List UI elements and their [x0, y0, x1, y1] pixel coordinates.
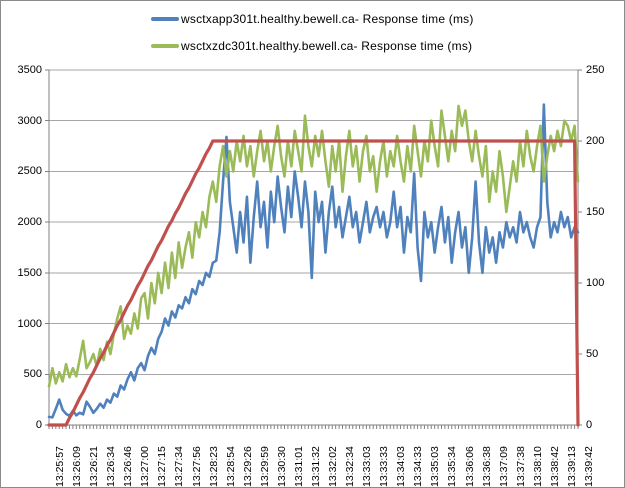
y-axis-label-left: 500 — [23, 368, 42, 380]
y-axis-label-right: 0 — [586, 419, 593, 431]
x-axis-label: 13:32:02 — [327, 446, 339, 487]
x-axis-label: 13:39:42 — [583, 446, 595, 487]
series-line-1 — [47, 104, 580, 388]
y-axis-label-right: 50 — [586, 348, 599, 360]
x-axis-label: 13:31:01 — [293, 446, 305, 487]
x-axis-label: 13:29:59 — [259, 446, 271, 487]
y-axis-label-left: 3500 — [17, 64, 42, 76]
x-axis-label: 13:26:21 — [88, 446, 100, 487]
y-axis-label-right: 200 — [586, 135, 605, 147]
y-axis-label-left: 1500 — [17, 267, 42, 279]
x-axis-label: 13:27:34 — [173, 446, 185, 487]
y-axis-label-right: 250 — [586, 64, 605, 76]
x-axis-label: 13:37:09 — [498, 446, 510, 487]
x-axis-label: 13:30:30 — [276, 446, 288, 487]
x-axis-label: 13:33:03 — [361, 446, 373, 487]
x-axis-label: 13:27:15 — [156, 446, 168, 487]
x-axis-label: 13:31:32 — [310, 446, 322, 487]
series-line-0 — [47, 103, 580, 419]
legend-entry-wsctxzdc301t: wsctxzdc301t.healthy.bewell.ca- Response… — [151, 39, 472, 53]
y-axis-label-left: 2500 — [17, 165, 42, 177]
x-axis-label: 13:27:56 — [191, 446, 203, 487]
x-axis-label: 13:26:34 — [105, 446, 117, 487]
x-axis-label: 13:35:03 — [429, 446, 441, 487]
x-axis-label: 13:26:09 — [71, 446, 83, 487]
y-axis-label-left: 3000 — [17, 115, 42, 127]
x-axis-label: 13:38:42 — [549, 446, 561, 487]
x-axis-label: 13:33:33 — [378, 446, 390, 487]
x-axis-label: 13:34:33 — [412, 446, 424, 487]
x-axis-label: 13:37:38 — [515, 446, 527, 487]
legend-line-swatch-blue-icon — [151, 17, 179, 21]
y-axis-label-right: 100 — [586, 277, 605, 289]
x-axis-label: 13:29:26 — [242, 446, 254, 487]
x-axis-label: 13:36:06 — [464, 446, 476, 487]
x-axis-label: 13:39:13 — [566, 446, 578, 487]
legend-label: wsctxzdc301t.healthy.bewell.ca- Response… — [181, 39, 473, 53]
x-axis-label: 13:27:00 — [139, 446, 151, 487]
x-axis-label: 13:34:03 — [395, 446, 407, 487]
x-axis-label: 13:32:34 — [344, 446, 356, 487]
x-axis-label: 13:25:57 — [54, 446, 66, 487]
y-axis-label-right: 150 — [586, 206, 605, 218]
x-axis-label: 13:36:38 — [481, 446, 493, 487]
x-axis-label: 13:28:23 — [208, 446, 220, 487]
series-line-2 — [47, 139, 580, 427]
x-axis-label: 13:38:10 — [532, 446, 544, 487]
y-axis-label-left: 1000 — [17, 318, 42, 330]
x-axis-label: 13:26:46 — [122, 446, 134, 487]
x-axis-label: 13:28:54 — [225, 446, 237, 487]
legend-line-swatch-green-icon — [151, 44, 179, 48]
legend-entry-wsctxapp301t: wsctxapp301t.healthy.bewell.ca- Response… — [151, 12, 474, 26]
y-axis-label-left: 2000 — [17, 216, 42, 228]
legend-label: wsctxapp301t.healthy.bewell.ca- Response… — [181, 12, 474, 26]
y-axis-label-left: 0 — [35, 419, 42, 431]
x-axis-label: 13:35:34 — [446, 446, 458, 487]
